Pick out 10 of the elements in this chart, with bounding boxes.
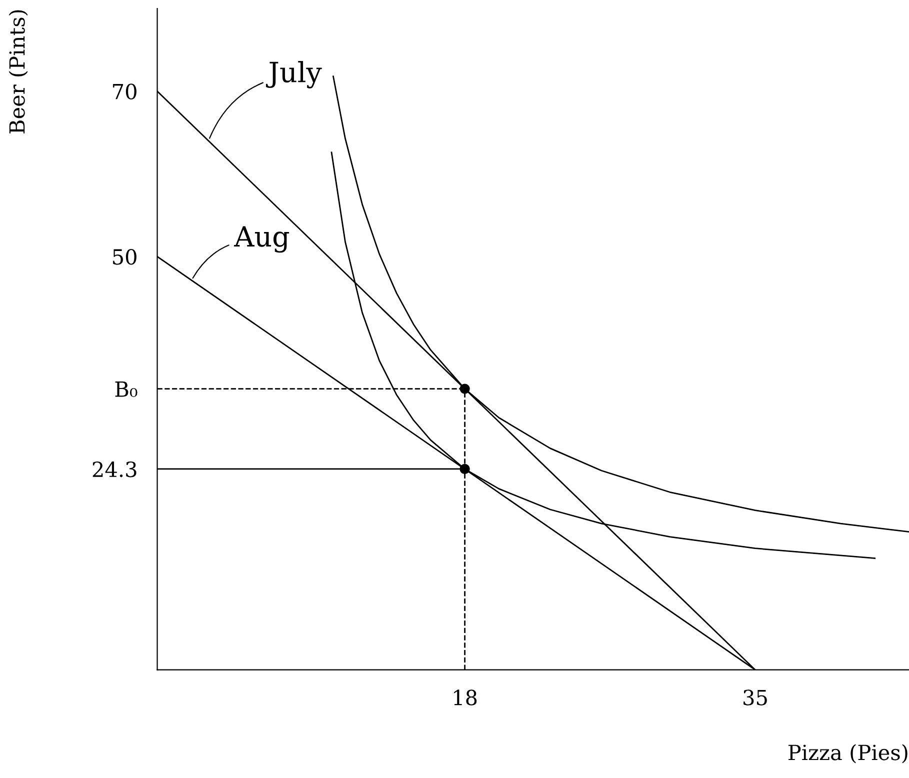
x-tick-label: 18: [454, 690, 477, 706]
x-tick-label: 35: [744, 690, 767, 706]
y-tick-label: 50: [113, 249, 136, 265]
y-tick-label: B₀: [115, 382, 138, 397]
annotation: Aug: [234, 226, 290, 253]
y-tick-label: 70: [113, 84, 136, 100]
y-axis-title: Beer (Pints): [8, 10, 28, 134]
y-tick-label: 24.3: [92, 461, 136, 478]
x-axis-title: Pizza (Pies): [788, 744, 908, 764]
annotation: July: [266, 61, 322, 88]
